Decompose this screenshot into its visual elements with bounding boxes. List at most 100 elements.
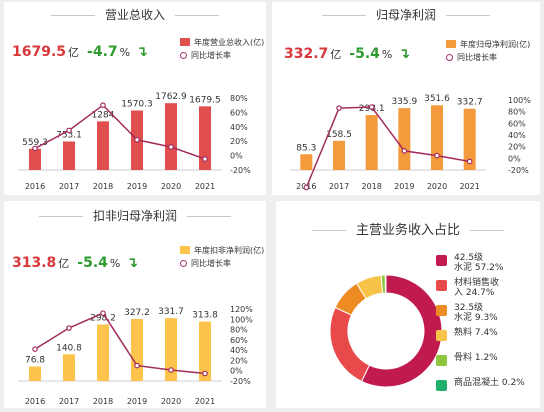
legend-swatch (436, 355, 447, 366)
bar (97, 324, 109, 381)
y2-tick-label: 20% (508, 143, 526, 152)
category-label: 2021 (459, 182, 479, 191)
category-label: 2020 (161, 397, 181, 406)
category-label: 2019 (127, 182, 147, 191)
legend: 年度归母净利润(亿) 同比增长率 (446, 38, 530, 64)
kpi-value: 1679.5 (12, 44, 67, 60)
deducted-profit-chart: 76.8 2016 140.8 2017 298.2 2018 327.2 2019 331.7… (18, 305, 253, 406)
growth-point (100, 102, 106, 109)
y2-tick-label: 60% (230, 108, 248, 117)
legend-label: 材料销售收入 24.7% (454, 278, 500, 298)
card-title: 营业总收入 (4, 6, 266, 23)
kpi: 1679.5 亿 -4.7% ↴ (12, 44, 148, 60)
growth-point (466, 158, 473, 165)
kpi-change: -5.4 (349, 46, 380, 62)
pie-legend-item: 42.5级 水泥 57.2% (436, 253, 536, 278)
category-label: 2019 (127, 397, 147, 406)
y2-tick-label: 20% (230, 356, 248, 365)
growth-point (202, 370, 208, 377)
kpi: 332.7 亿 -5.4% ↴ (284, 46, 411, 62)
category-label: 2016 (25, 182, 45, 191)
category-label: 2020 (161, 182, 181, 191)
bar-value-label: 351.6 (424, 94, 450, 104)
growth-point (434, 152, 440, 159)
pie-slice (360, 274, 443, 388)
card-net-profit: 归母净利润 332.7 亿 -5.4% ↴ 年度归母净利润(亿) 同比增长率 85.3… (272, 2, 540, 195)
bar (365, 115, 378, 170)
bar (463, 108, 476, 170)
legend-swatch (436, 380, 447, 391)
y2-tick-label: 20% (230, 137, 248, 146)
growth-point (168, 144, 174, 150)
category-label: 2020 (427, 182, 447, 191)
card-title: 扣非归母净利润 (4, 207, 266, 224)
growth-line (34, 104, 206, 160)
category-label: 2021 (195, 182, 215, 191)
legend-label: 32.5级 水泥 9.3% (454, 303, 498, 323)
legend: 年度扣非净利润(亿) 同比增长率 (180, 244, 264, 270)
kpi-change: -5.4 (77, 255, 108, 271)
bar-value-label: 753.1 (56, 130, 82, 140)
bar-value-label: 332.7 (457, 98, 483, 108)
kpi-value: 313.8 (12, 255, 57, 271)
legend-label: 骨料 1.2% (454, 353, 498, 363)
bar-value-label: 140.8 (56, 343, 82, 353)
y2-tick-label: -20% (508, 166, 529, 175)
net-profit-chart: 85.32016158.52017298.12018335.92019351.6… (290, 94, 531, 191)
pie-legend-item: 熟料 7.4% (436, 328, 536, 353)
growth-point (32, 145, 38, 152)
legend-swatch (436, 330, 447, 341)
pie-slice (384, 274, 387, 294)
bar-value-label: 313.8 (192, 311, 218, 321)
card-title: 主营业务收入占比 (276, 219, 540, 238)
growth-point (303, 184, 310, 191)
card-revenue: 营业总收入 1679.5 亿 -4.7% ↴ 年度营业总收入(亿) 同比增长率 559… (4, 2, 266, 195)
growth-point (168, 367, 174, 373)
pie-legend-item: 商品混凝土 0.2% (436, 378, 536, 403)
kpi-change: -4.7 (87, 44, 118, 60)
y2-tick-label: 100% (230, 315, 253, 324)
revenue-mix-donut (329, 274, 443, 388)
bar (165, 103, 177, 170)
legend-label: 42.5级 水泥 57.2% (454, 253, 504, 273)
growth-line (34, 312, 206, 375)
category-label: 2017 (59, 182, 79, 191)
bar (431, 105, 443, 170)
bar (63, 141, 75, 170)
y2-tick-label: 0% (230, 152, 243, 161)
bar-value-label: 559.3 (22, 138, 48, 148)
legend-label: 商品混凝土 0.2% (454, 378, 525, 388)
growth-point (134, 362, 140, 369)
pie-slice (329, 306, 371, 383)
pie-legend-item: 32.5级 水泥 9.3% (436, 303, 536, 328)
growth-point (368, 104, 375, 110)
y2-tick-label: 80% (230, 94, 248, 103)
y2-tick-label: 0% (508, 154, 521, 163)
category-label: 2021 (195, 397, 215, 406)
y2-tick-label: -20% (230, 377, 251, 386)
bar-value-label: 331.7 (158, 307, 184, 317)
card-deducted-profit: 扣非归母净利润 313.8 亿 -5.4% ↴ 年度扣非净利润(亿) 同比增长率 76… (4, 201, 266, 408)
bar-value-label: 1284 (92, 110, 115, 120)
revenue-chart: 559.3 2016 753.1 2017 1284 2018 1570.3 2019 1762… (18, 92, 251, 191)
bar (199, 106, 211, 170)
bar (199, 321, 211, 381)
growth-point (66, 325, 72, 331)
bar-value-label: 327.2 (124, 308, 150, 318)
kpi: 313.8 亿 -5.4% ↴ (12, 255, 139, 271)
bar-value-label: 85.3 (296, 143, 316, 153)
bar (300, 154, 313, 170)
bar (333, 140, 345, 170)
growth-line (305, 106, 470, 188)
down-arrow-icon: ↴ (126, 255, 139, 271)
y2-tick-label: 40% (230, 123, 248, 132)
growth-point (202, 156, 208, 162)
bar (165, 318, 177, 381)
bar-value-label: 158.5 (326, 130, 352, 140)
legend: 年度营业总收入(亿) 同比增长率 (180, 36, 264, 62)
bar (131, 319, 143, 381)
category-label: 2018 (361, 182, 381, 191)
bar-value-label: 335.9 (391, 97, 417, 107)
down-arrow-icon: ↴ (136, 44, 148, 60)
category-label: 2019 (394, 182, 414, 191)
